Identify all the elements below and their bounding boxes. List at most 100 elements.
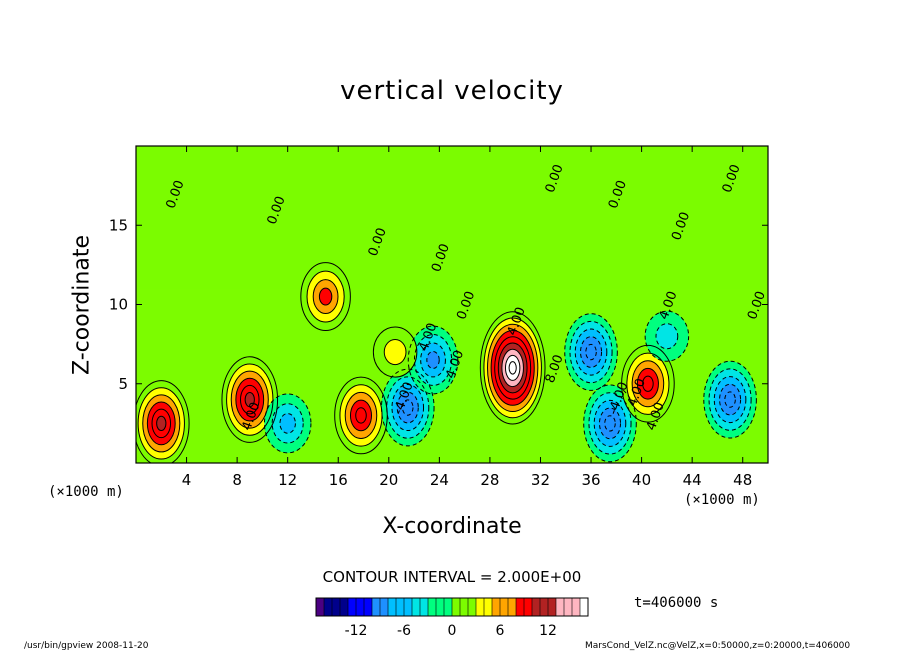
feature-6 xyxy=(408,326,458,394)
colorbar-segment xyxy=(324,598,333,616)
feature-7-contour xyxy=(300,262,351,331)
y-tick-label: 5 xyxy=(118,375,128,393)
feature-9-contour xyxy=(580,336,603,368)
colorbar-segment xyxy=(580,598,589,616)
feature-2-contour xyxy=(226,363,274,436)
colorbar-segment xyxy=(420,598,429,616)
colorbar-segment xyxy=(548,598,557,616)
colorbar-segment xyxy=(540,598,549,616)
colorbar: -12 -6 0 6 12 xyxy=(315,597,589,639)
feature-7 xyxy=(300,262,351,331)
feature-1-band xyxy=(156,416,166,431)
feature-11-contour xyxy=(631,360,665,408)
feature-2-contour xyxy=(230,370,269,429)
colorbar-segment xyxy=(364,598,373,616)
feature-1 xyxy=(136,380,190,463)
feature-12-contour xyxy=(724,391,736,408)
feature-8-contour xyxy=(508,361,517,375)
feature-12-contour xyxy=(713,376,747,424)
feature-1-contour xyxy=(156,415,167,432)
feature-5-band xyxy=(402,399,414,416)
colorbar-tick-label: -6 xyxy=(397,623,411,639)
x-tick-label: 44 xyxy=(683,471,702,489)
velocity-field xyxy=(136,146,768,463)
colorbar-segment xyxy=(380,598,389,616)
x-tick-label: 16 xyxy=(329,471,348,489)
feature-6-band xyxy=(426,351,440,369)
chart-title: vertical velocity xyxy=(340,76,564,106)
feature-7-contour xyxy=(312,279,339,315)
feature-2-contour xyxy=(244,391,255,408)
feature-10-contour xyxy=(598,407,622,440)
feature-5-contour xyxy=(380,368,435,447)
x-tick-label: 28 xyxy=(480,471,499,489)
feature-11-contour xyxy=(642,375,654,392)
colorbar-segment xyxy=(476,598,485,616)
feature-8-band xyxy=(509,361,517,375)
colorbar-segment xyxy=(340,598,349,616)
feature-10-contour xyxy=(593,399,627,447)
x-tick-label: 4 xyxy=(182,471,192,489)
feature-14-band xyxy=(656,323,678,349)
time-label: t=406000 s xyxy=(634,595,719,611)
feature-8-contour xyxy=(501,348,524,388)
feature-7-contour xyxy=(318,287,333,306)
feature-1-contour xyxy=(137,387,185,460)
colorbar-segment xyxy=(460,598,469,616)
feature-5-contour xyxy=(386,376,430,439)
footer-program: /usr/bin/gpview 2008-11-20 xyxy=(24,641,149,651)
colorbar-segment xyxy=(412,598,421,616)
colorbar-segment xyxy=(556,598,565,616)
feature-8-contour xyxy=(504,354,521,381)
x-unit-left: (×1000 m) xyxy=(48,484,124,500)
colorbar-segment xyxy=(316,598,325,616)
colorbar-segment xyxy=(532,598,541,616)
feature-12-contour xyxy=(703,360,757,439)
feature-1-contour xyxy=(151,408,172,439)
feature-13-contour xyxy=(383,339,407,366)
colorbar-segment xyxy=(356,598,365,616)
y-tick-label: 10 xyxy=(109,296,128,314)
feature-1-contour xyxy=(136,380,190,463)
x-tick-label: 32 xyxy=(531,471,550,489)
colorbar-segment xyxy=(372,598,381,616)
colorbar-frame xyxy=(315,597,589,617)
colorbar-tick-label: -12 xyxy=(345,623,368,639)
y-axis-label: Z-coordinate xyxy=(69,235,95,375)
x-axis: 4 8 12 16 20 24 28 32 36 40 44 48 xyxy=(182,146,752,489)
feature-13-contour xyxy=(372,326,418,378)
feature-2-contour xyxy=(235,377,265,422)
feature-6-contour xyxy=(413,334,453,386)
colorbar-segment xyxy=(492,598,501,616)
x-tick-label: 48 xyxy=(733,471,752,489)
feature-10-contour xyxy=(588,392,632,455)
feature-13 xyxy=(373,327,417,378)
feature-10-band xyxy=(604,415,616,432)
colorbar-segment xyxy=(524,598,533,616)
x-tick-label: 8 xyxy=(232,471,242,489)
feature-8-contour xyxy=(487,323,539,413)
feature-8-contour xyxy=(479,311,546,425)
colorbar-segment xyxy=(332,598,341,616)
feature-12-band xyxy=(724,391,736,408)
footer-source: MarsCond_VelZ.nc@VelZ,x=0:50000,z=0:2000… xyxy=(585,641,851,651)
y-tick-label: 15 xyxy=(109,216,128,234)
feature-8-contour xyxy=(494,336,532,400)
x-tick-label: 40 xyxy=(632,471,651,489)
feature-6-contour xyxy=(407,325,459,395)
colorbar-segment xyxy=(564,598,573,616)
colorbar-tick-label: 6 xyxy=(496,623,505,639)
x-unit-right: (×1000 m) xyxy=(684,492,760,508)
feature-5-contour xyxy=(402,399,414,416)
colorbar-segment xyxy=(484,598,493,616)
feature-4-contour xyxy=(355,407,367,424)
x-tick-label: 24 xyxy=(430,471,449,489)
x-tick-label: 36 xyxy=(581,471,600,489)
feature-11-band xyxy=(642,376,654,392)
feature-5-contour xyxy=(391,384,425,432)
feature-4-band xyxy=(355,407,367,424)
feature-11 xyxy=(621,345,675,423)
feature-12-contour xyxy=(719,383,742,416)
colorbar-segment xyxy=(404,598,413,616)
feature-9-contour xyxy=(585,343,597,361)
